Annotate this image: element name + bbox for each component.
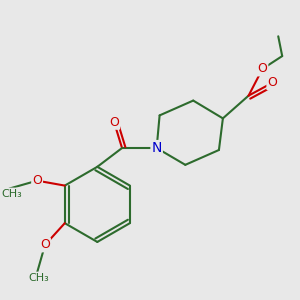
- Text: O: O: [40, 238, 50, 251]
- Text: CH₃: CH₃: [29, 272, 50, 283]
- Text: O: O: [267, 76, 277, 89]
- Text: CH₃: CH₃: [1, 188, 22, 199]
- Text: O: O: [257, 62, 267, 75]
- Text: O: O: [109, 116, 119, 129]
- Text: O: O: [32, 174, 42, 187]
- Text: N: N: [152, 141, 162, 155]
